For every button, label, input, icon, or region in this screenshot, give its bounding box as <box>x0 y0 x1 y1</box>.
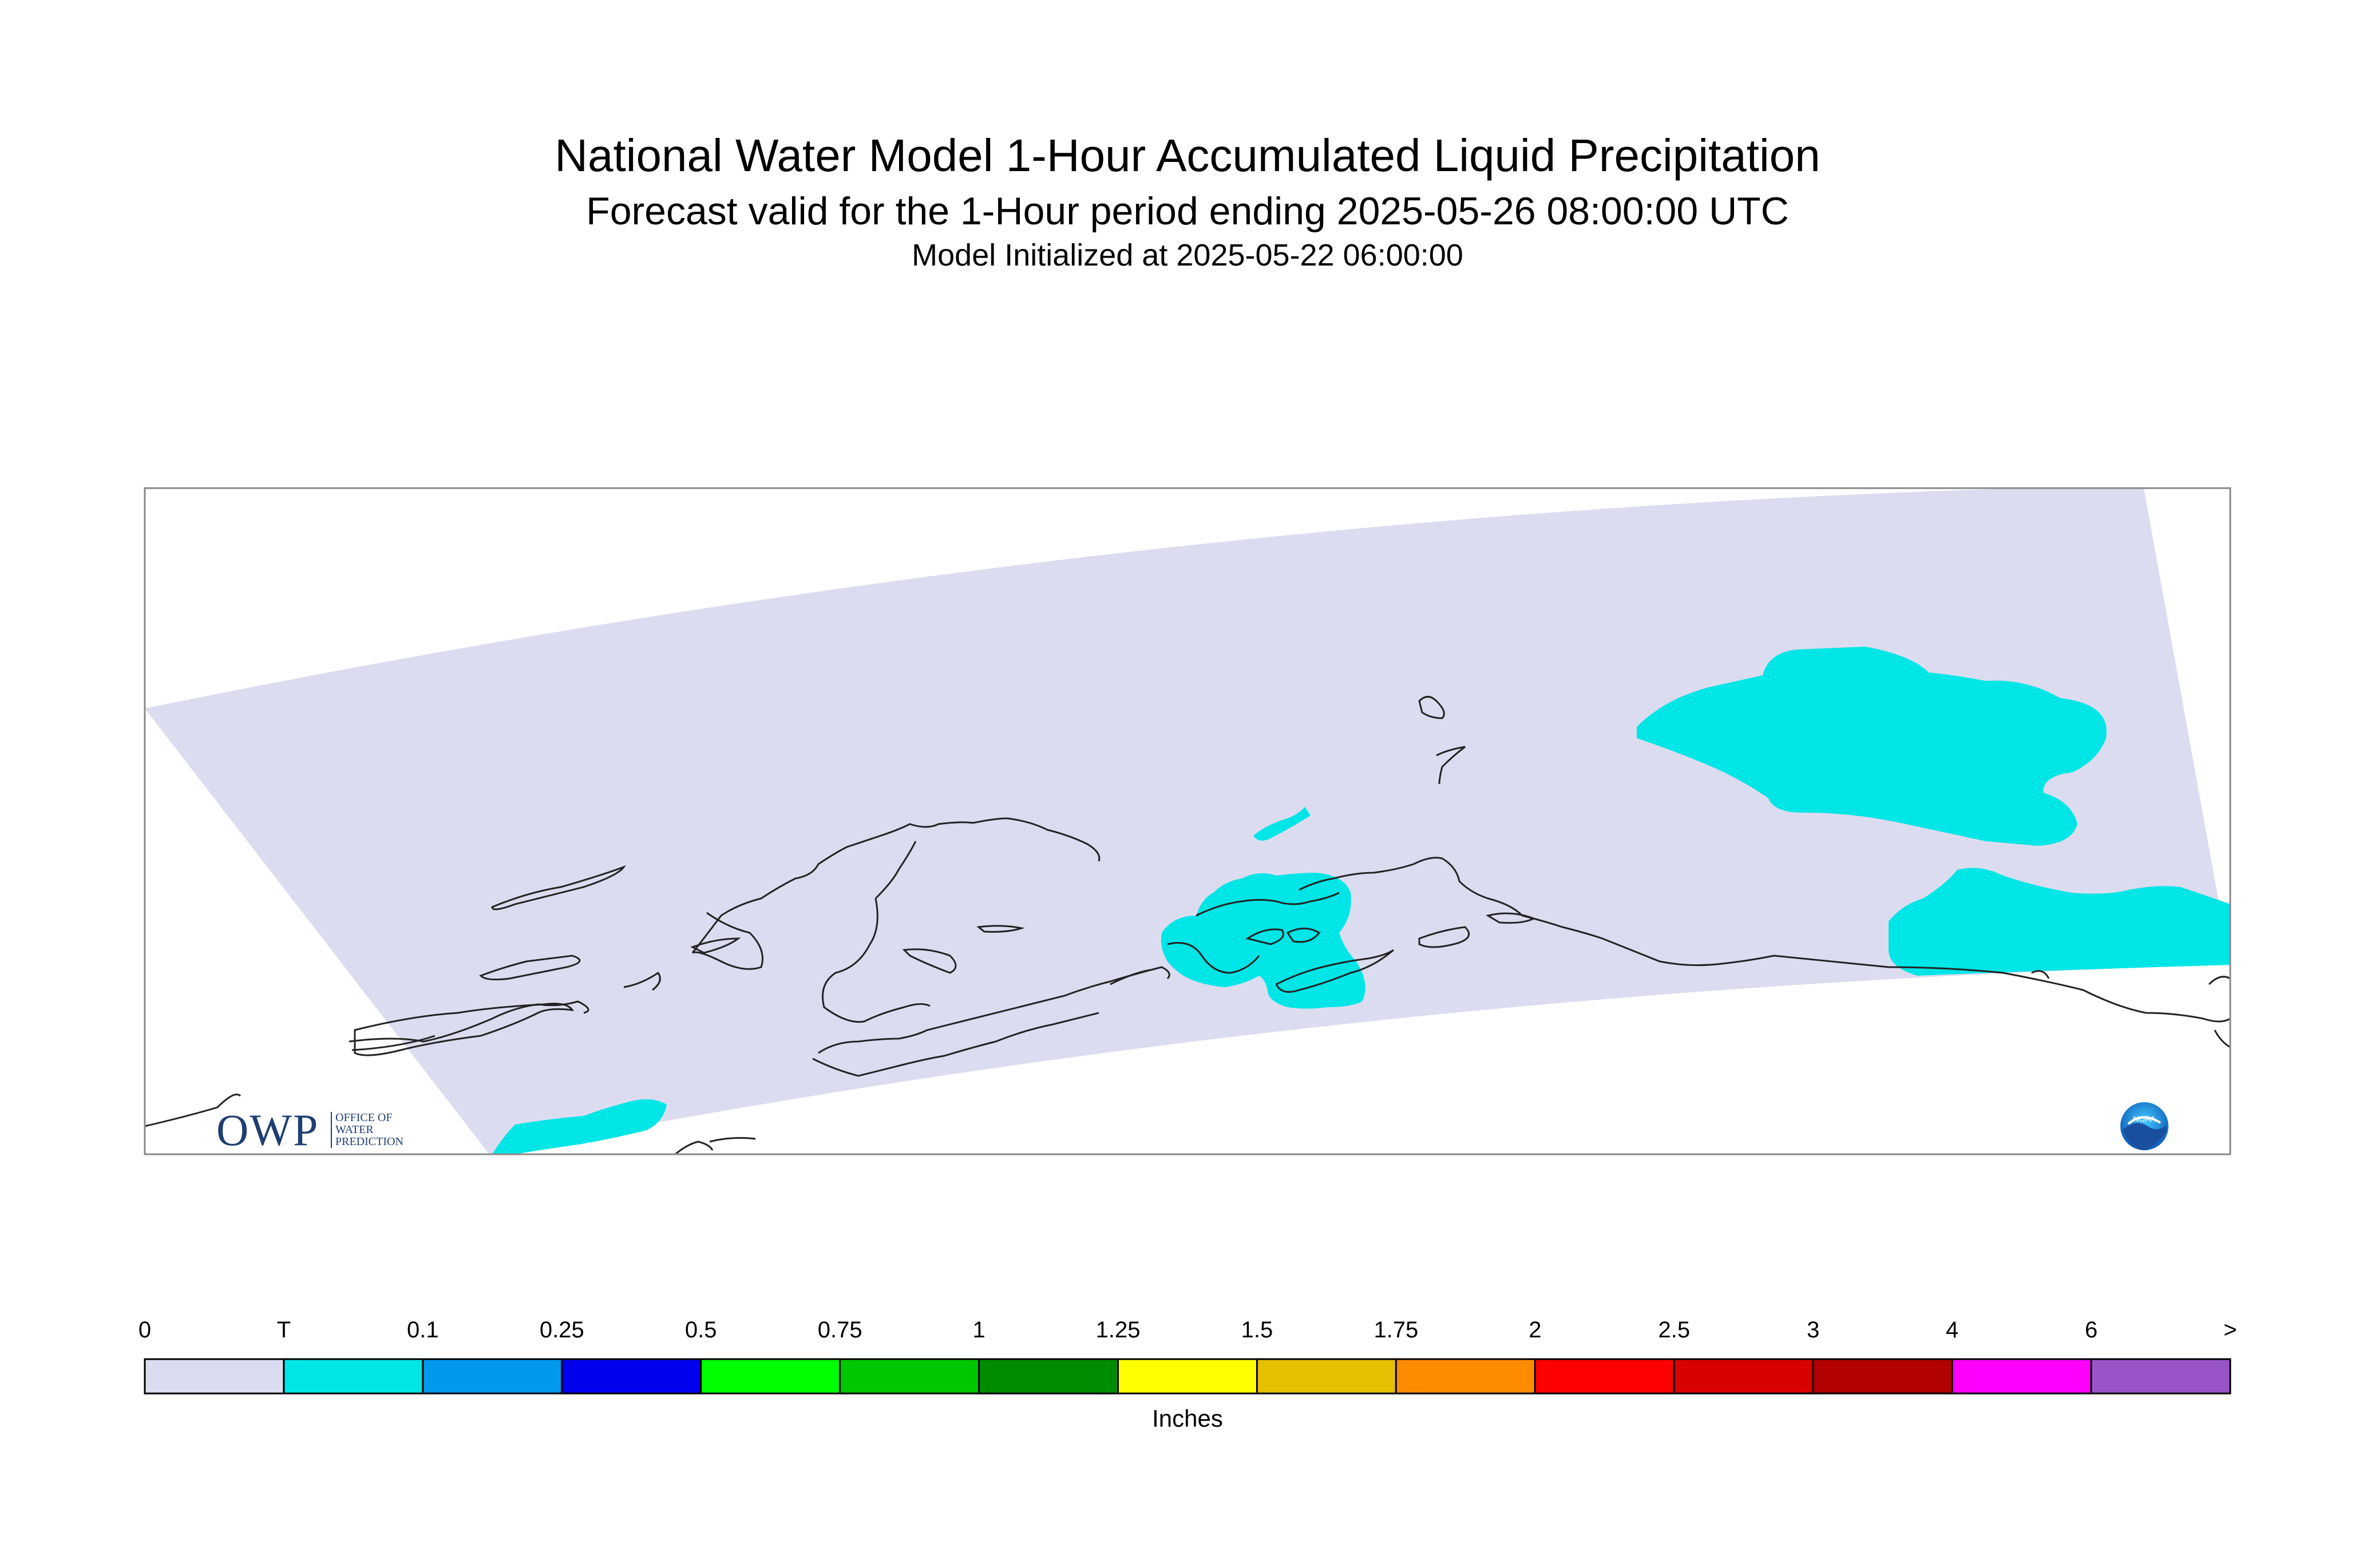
colorbar-tick-label: 6 <box>2084 1317 2098 1343</box>
colorbar-tick-label: 3 <box>1807 1317 1820 1343</box>
colorbar-tick-label: 2.5 <box>1658 1317 1691 1343</box>
colorbar-swatch <box>1117 1358 1258 1395</box>
colorbar-tick-label: > <box>2223 1317 2237 1343</box>
precip-area-southeast <box>1889 868 2230 976</box>
colorbar-tick-label: 1.5 <box>1241 1317 1273 1343</box>
colorbar-units: Inches <box>1152 1405 1223 1432</box>
noaa-logo-text: NOAA <box>2133 1114 2156 1123</box>
colorbar-tick-label: 0.5 <box>684 1317 717 1343</box>
map-frame-border <box>144 487 2231 1155</box>
colorbar-swatch <box>1673 1358 1814 1395</box>
colorbar-tick-label: 2 <box>1529 1317 1542 1343</box>
precip-area-central <box>1161 873 1365 1009</box>
colorbar-swatch <box>1951 1358 2092 1395</box>
map-title: National Water Model 1-Hour Accumulated … <box>555 130 1820 181</box>
precip-area-southwest <box>492 1099 667 1154</box>
colorbar-swatch <box>1395 1358 1536 1395</box>
colorbar-tick-label: 0.25 <box>539 1317 584 1343</box>
colorbar-swatch <box>2090 1358 2231 1395</box>
colorbar-swatch <box>561 1358 702 1395</box>
colorbar-swatch <box>1812 1358 1953 1395</box>
colorbar-tick-label: 0.1 <box>407 1317 439 1343</box>
owp-logo-letters: OWP <box>216 1105 319 1155</box>
precip-area-east <box>1637 647 2107 846</box>
precip-area-central-north <box>1253 807 1311 841</box>
colorbar-swatch <box>839 1358 980 1395</box>
colorbar-swatch <box>1534 1358 1675 1395</box>
owp-logo: OWP OFFICE OF WATER PREDICTION <box>216 1107 434 1153</box>
colorbar <box>144 1358 2231 1395</box>
colorbar-tick-label: 0 <box>138 1317 152 1343</box>
colorbar-swatch <box>978 1358 1119 1395</box>
colorbar-tick-label: 1 <box>972 1317 985 1343</box>
colorbar-swatch <box>144 1358 285 1395</box>
colorbar-tick-label: T <box>276 1317 291 1343</box>
colorbar-swatch <box>700 1358 841 1395</box>
colorbar-swatch <box>1256 1358 1397 1395</box>
owp-logo-subtitle: OFFICE OF WATER PREDICTION <box>331 1112 403 1148</box>
colorbar-tick-label: 0.75 <box>817 1317 862 1343</box>
colorbar-tick-label: 4 <box>1946 1317 1959 1343</box>
coastlines <box>145 696 2230 1154</box>
model-domain-area <box>145 488 2230 1154</box>
colorbar-swatch <box>283 1358 424 1395</box>
colorbar-tick-label: 1.75 <box>1373 1317 1419 1343</box>
model-init-time: Model Initialized at 2025-05-22 06:00:00 <box>912 238 1463 272</box>
colorbar-swatch <box>422 1358 563 1395</box>
map-subtitle: Forecast valid for the 1-Hour period end… <box>586 189 1789 233</box>
noaa-logo: NOAA <box>2120 1102 2168 1150</box>
colorbar-tick-label: 1.25 <box>1095 1317 1141 1343</box>
